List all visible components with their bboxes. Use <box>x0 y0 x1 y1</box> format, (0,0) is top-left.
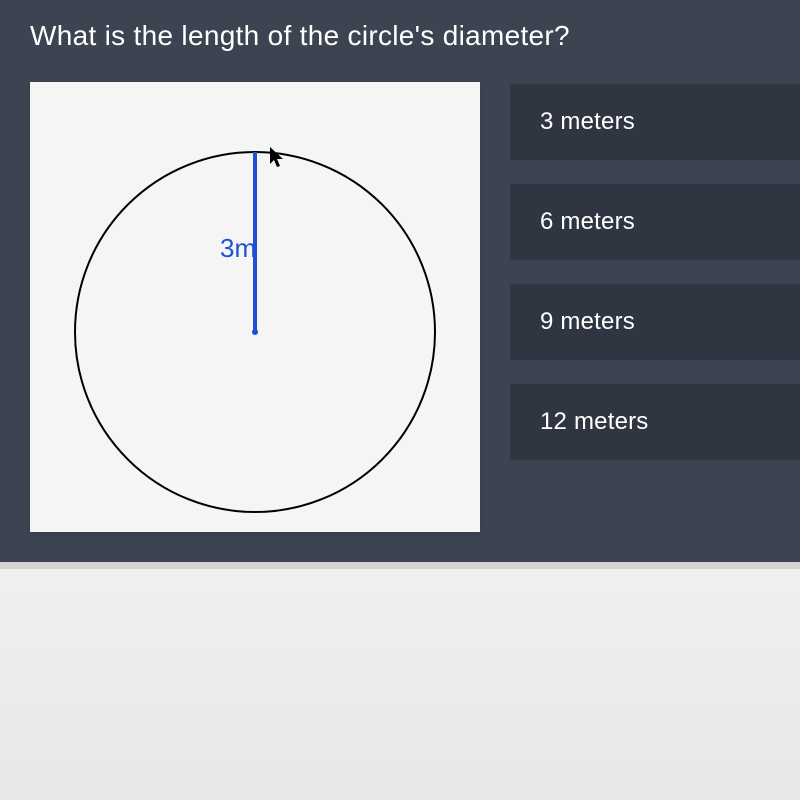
answers-column: 3 meters 6 meters 9 meters 12 meters <box>510 82 800 460</box>
quiz-panel: What is the length of the circle's diame… <box>0 0 800 562</box>
circle-diagram-svg: 3m <box>30 82 480 532</box>
center-dot <box>252 329 258 335</box>
answer-option-3[interactable]: 9 meters <box>510 284 800 360</box>
answer-option-1[interactable]: 3 meters <box>510 84 800 160</box>
diagram-area: 3m <box>30 82 480 532</box>
answer-option-2[interactable]: 6 meters <box>510 184 800 260</box>
question-text: What is the length of the circle's diame… <box>30 20 800 52</box>
bottom-area <box>0 562 800 782</box>
answer-option-4[interactable]: 12 meters <box>510 384 800 460</box>
radius-label: 3m <box>220 233 256 263</box>
content-row: 3m 3 meters 6 meters 9 meters 12 meters <box>30 82 800 532</box>
